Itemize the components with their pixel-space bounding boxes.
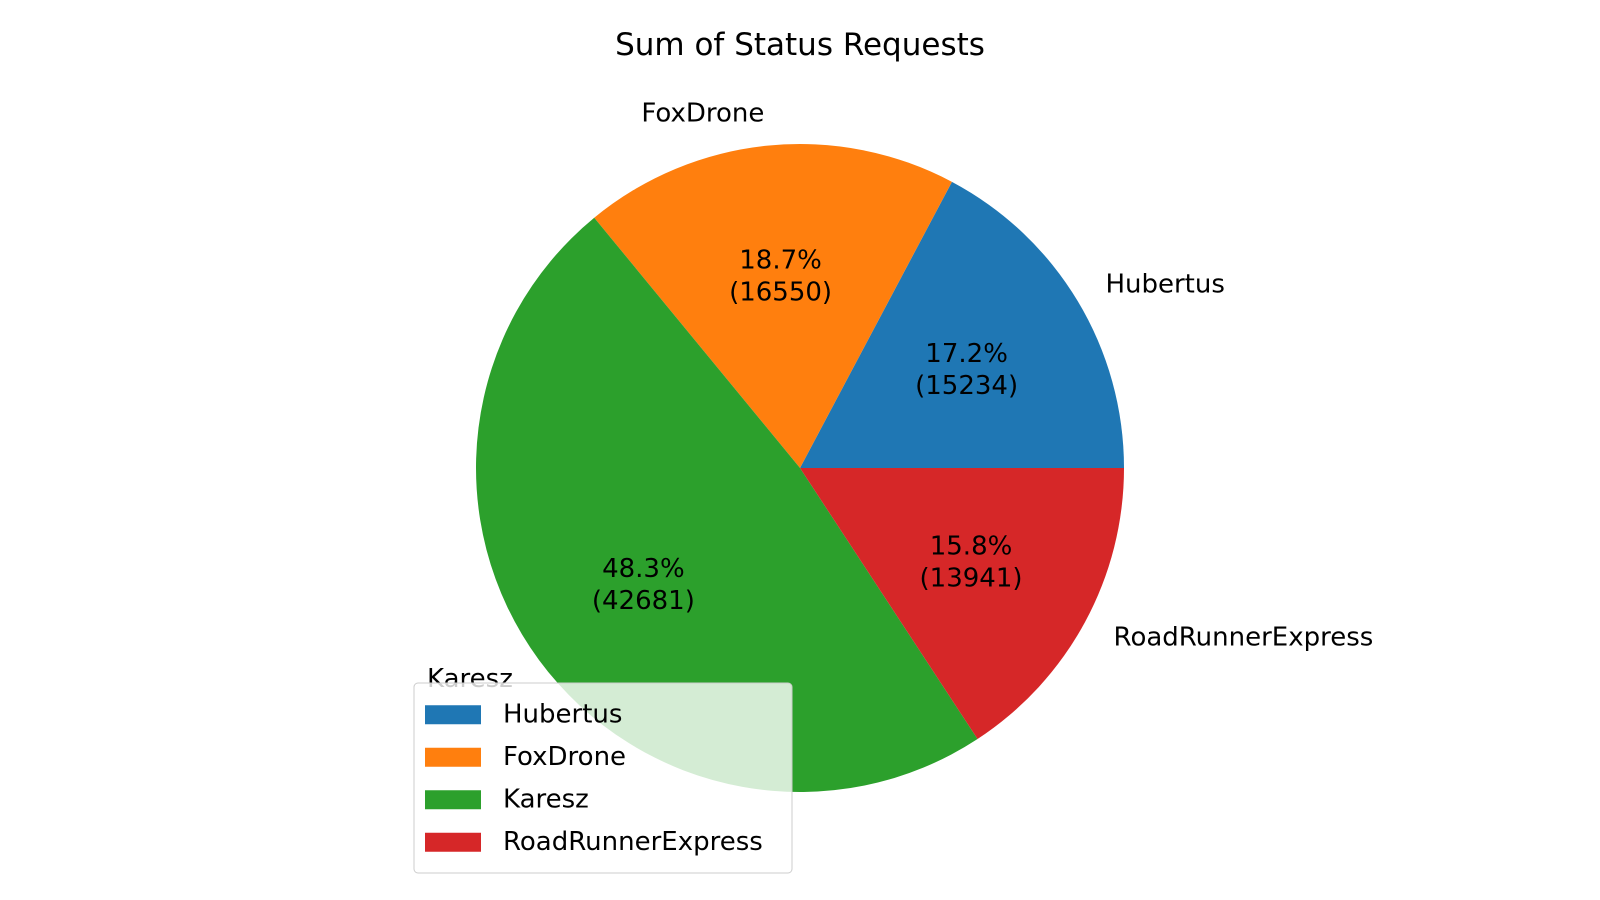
slice-label-foxdrone: FoxDrone bbox=[641, 98, 764, 128]
pie-slice-karesz bbox=[475, 217, 978, 793]
percent-label-foxdrone: 18.7% (16550) bbox=[729, 246, 832, 308]
legend-swatch-foxdrone bbox=[425, 747, 481, 767]
percent-text: 48.3% bbox=[602, 554, 685, 584]
slice-label-hubertus: Hubertus bbox=[1105, 269, 1224, 299]
legend-label-roadrunnerexpress: RoadRunnerExpress bbox=[503, 827, 763, 857]
legend-box bbox=[413, 682, 793, 874]
pie-slice-hubertus bbox=[800, 181, 1124, 469]
legend: Hubertus FoxDrone Karesz RoadRunnerExpress bbox=[413, 682, 793, 874]
percent-text: 15.8% bbox=[930, 531, 1013, 561]
chart-title: Sum of Status Requests bbox=[615, 27, 985, 63]
percent-labels: 17.2% (15234) 18.7% (16550) 48.3% (42681) 15.8… bbox=[592, 246, 1023, 617]
percent-label-hubertus: 17.2% (15234) bbox=[915, 339, 1018, 401]
legend-swatch-hubertus bbox=[425, 705, 481, 725]
legend-swatch-roadrunnerexpress bbox=[425, 832, 481, 852]
percent-text: 18.7% bbox=[739, 246, 822, 276]
legend-label-foxdrone: FoxDrone bbox=[503, 742, 626, 772]
percent-label-karesz: 48.3% (42681) bbox=[592, 554, 695, 616]
slice-label-roadrunnerexpress: RoadRunnerExpress bbox=[1114, 622, 1374, 652]
percent-label-roadrunnerexpress: 15.8% (13941) bbox=[920, 531, 1023, 593]
value-text: (42681) bbox=[592, 586, 695, 616]
legend-swatch-karesz bbox=[425, 790, 481, 810]
percent-text: 17.2% bbox=[925, 339, 1008, 369]
legend-label-karesz: Karesz bbox=[503, 784, 589, 814]
value-text: (16550) bbox=[729, 278, 832, 308]
pie-slices bbox=[475, 144, 1124, 793]
pie-slice-foxdrone bbox=[594, 144, 952, 468]
pie-slice-roadrunnerexpress bbox=[800, 468, 1124, 740]
value-text: (15234) bbox=[915, 371, 1018, 401]
legend-label-hubertus: Hubertus bbox=[503, 699, 622, 729]
value-text: (13941) bbox=[920, 563, 1023, 593]
